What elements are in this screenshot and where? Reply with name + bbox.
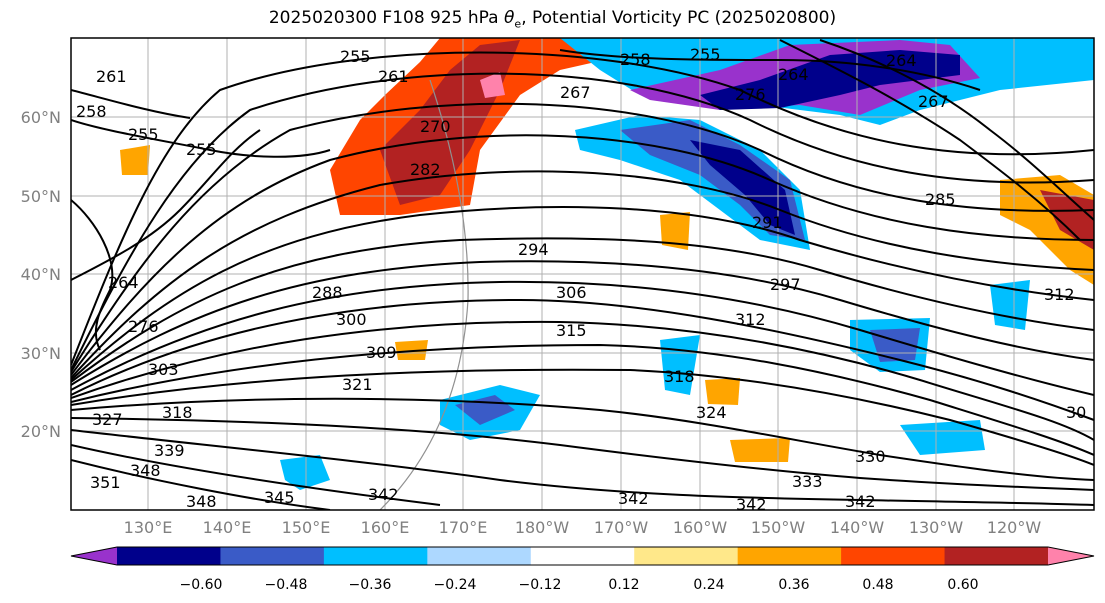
contour-label: 258 xyxy=(76,102,107,121)
contour-label: 264 xyxy=(108,273,139,292)
colorbar xyxy=(70,546,1095,566)
colorbar-segment xyxy=(220,547,325,565)
lon-label: 150°E xyxy=(282,518,331,537)
colorbar-segment xyxy=(71,547,117,565)
map-title: 2025020300 F108 925 hPa θe, Potential Vo… xyxy=(268,8,837,31)
contour-label: 282 xyxy=(410,160,441,179)
contour-label: 303 xyxy=(148,360,179,379)
contour-label: 255 xyxy=(128,125,159,144)
contour-label: 261 xyxy=(96,67,127,86)
contour-label: 267 xyxy=(560,83,591,102)
contour-label: 333 xyxy=(792,472,823,491)
contour-label: 294 xyxy=(518,240,549,259)
contour-label: 264 xyxy=(778,65,809,84)
contour-label: 276 xyxy=(735,85,766,104)
contour-labels: 261 258 255 255 255 258 255 267 270 282 … xyxy=(76,45,1086,514)
lon-label: 170°W xyxy=(594,518,649,537)
lat-label: 50°N xyxy=(21,187,61,206)
contour-label: 348 xyxy=(186,492,217,511)
contour-label: 270 xyxy=(420,117,451,136)
contour-label: 339 xyxy=(154,441,185,460)
colorbar-tick-label: 0.60 xyxy=(947,577,978,593)
contour-label: 30 xyxy=(1066,403,1086,422)
colorbar-segment xyxy=(944,547,1049,565)
lon-label: 170°E xyxy=(439,518,488,537)
contour-label: 321 xyxy=(342,375,373,394)
contour-label: 258 xyxy=(620,50,651,69)
colorbar-tick-label: −0.60 xyxy=(180,577,223,593)
colorbar-segment xyxy=(530,547,635,565)
lon-label: 160°E xyxy=(361,518,410,537)
theta-e-contours xyxy=(71,39,1094,510)
pv-shading xyxy=(120,38,1094,490)
colorbar-tick-label: 0.12 xyxy=(608,577,639,593)
lon-label: 140°E xyxy=(203,518,252,537)
contour-label: 324 xyxy=(696,403,727,422)
lon-label: 130°W xyxy=(909,518,964,537)
colorbar-tick-label: 0.24 xyxy=(693,577,724,593)
contour-label: 318 xyxy=(162,403,193,422)
contour-label: 348 xyxy=(130,461,161,480)
contour-label: 312 xyxy=(1044,285,1075,304)
contour-label: 261 xyxy=(378,67,409,86)
contour-label: 264 xyxy=(886,51,917,70)
lat-label: 30°N xyxy=(21,344,61,363)
colorbar-segment xyxy=(427,547,532,565)
lat-label: 20°N xyxy=(21,422,61,441)
colorbar-tick-label: −0.12 xyxy=(519,577,562,593)
colorbar-tick-label: −0.24 xyxy=(434,577,477,593)
contour-label: 255 xyxy=(340,47,371,66)
lon-label: 180°W xyxy=(515,518,570,537)
colorbar-tick-label: −0.36 xyxy=(349,577,392,593)
map-plot-area: 261 258 255 255 255 258 255 267 270 282 … xyxy=(71,38,1094,514)
contour-label: 342 xyxy=(368,485,399,504)
colorbar-outline xyxy=(70,546,1095,566)
lon-label: 130°E xyxy=(124,518,173,537)
contour-label: 351 xyxy=(90,473,121,492)
lat-label: 40°N xyxy=(21,265,61,284)
lon-label: 150°W xyxy=(751,518,806,537)
contour-label: 318 xyxy=(664,367,695,386)
colorbar-tick-label: 0.36 xyxy=(778,577,809,593)
colorbar-segment xyxy=(117,547,221,565)
contour-label: 297 xyxy=(770,275,801,294)
contour-label: 327 xyxy=(92,410,123,429)
contour-label: 255 xyxy=(186,140,217,159)
map-frame xyxy=(70,37,1095,511)
contour-label: 342 xyxy=(618,489,649,508)
contour-label: 312 xyxy=(735,310,766,329)
lon-label: 120°W xyxy=(987,518,1042,537)
contour-label: 255 xyxy=(690,45,721,64)
colorbar-segment xyxy=(634,547,739,565)
colorbar-segment xyxy=(323,547,428,565)
contour-label: 285 xyxy=(925,190,956,209)
contour-label: 306 xyxy=(556,283,587,302)
contour-label: 342 xyxy=(845,492,876,511)
contour-label: 276 xyxy=(128,317,159,336)
lon-label: 140°W xyxy=(830,518,885,537)
contour-label: 342 xyxy=(736,495,767,514)
contour-label: 345 xyxy=(264,488,295,507)
colorbar-segment xyxy=(737,547,842,565)
colorbar-tick-label: −0.48 xyxy=(265,577,308,593)
colorbar-segment xyxy=(1048,547,1094,565)
lon-label: 160°W xyxy=(673,518,728,537)
colorbar-tick-labels: −0.60 −0.48 −0.36 −0.24 −0.12 0.12 0.24 … xyxy=(180,577,979,593)
lat-label: 60°N xyxy=(21,108,61,127)
contour-label: 291 xyxy=(752,213,783,232)
contour-label: 288 xyxy=(312,283,343,302)
colorbar-segment xyxy=(841,547,946,565)
contour-label: 267 xyxy=(918,92,949,111)
contour-label: 315 xyxy=(556,321,587,340)
latitude-labels: 60°N 50°N 40°N 30°N 20°N xyxy=(21,108,61,441)
longitude-labels: 130°E 140°E 150°E 160°E 170°E 180°W 170°… xyxy=(124,518,1042,537)
contour-label: 309 xyxy=(366,343,397,362)
contour-label: 300 xyxy=(336,310,367,329)
colorbar-tick-label: 0.48 xyxy=(862,577,893,593)
contour-label: 330 xyxy=(855,447,886,466)
